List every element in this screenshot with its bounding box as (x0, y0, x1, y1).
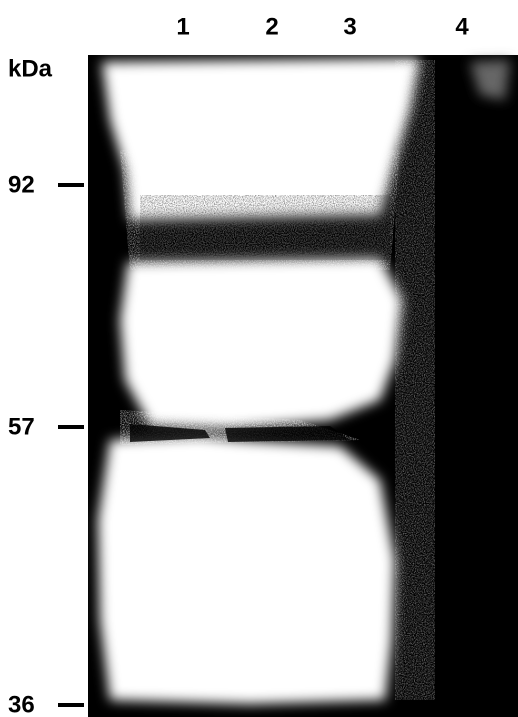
gel-figure: 1 2 3 4 kDa 92 57 36 (0, 0, 518, 717)
gel (88, 55, 518, 717)
marker-tick (58, 183, 84, 187)
lane-label: 3 (343, 13, 356, 40)
marker-tick (58, 425, 84, 429)
lane-label: 4 (455, 13, 469, 40)
marker-label: 92 (8, 171, 35, 198)
lane-label: 2 (265, 13, 278, 40)
marker-tick (58, 703, 84, 707)
marker-label: 36 (8, 691, 35, 717)
band-92 (140, 195, 390, 260)
unit-label: kDa (8, 55, 53, 82)
marker-label: 57 (8, 413, 35, 440)
lane-label: 1 (176, 13, 189, 40)
band-57-right (225, 426, 350, 442)
